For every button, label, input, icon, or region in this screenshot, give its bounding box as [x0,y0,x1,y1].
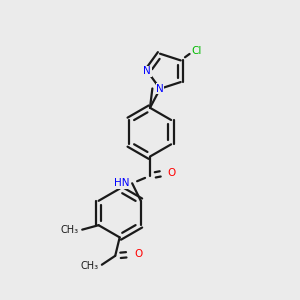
Text: HN: HN [114,178,130,188]
Text: N: N [143,66,151,76]
Text: CH₃: CH₃ [81,261,99,271]
Text: CH₃: CH₃ [61,225,79,235]
Text: N: N [156,84,164,94]
Text: Cl: Cl [191,46,202,56]
Text: O: O [134,249,142,259]
Text: O: O [168,168,176,178]
